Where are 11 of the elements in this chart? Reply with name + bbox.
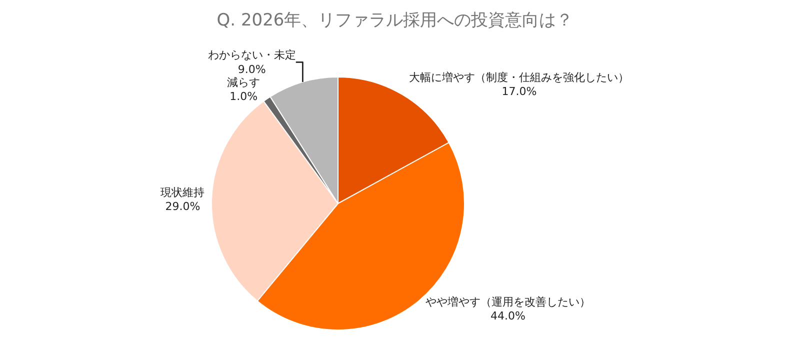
data-label: 1.0% (230, 90, 258, 104)
slice-label: わからない・未定 (208, 48, 296, 62)
data-label: 29.0% (165, 200, 200, 214)
chart-title: Q. 2026年、リファラル採用への投資意向は？ (216, 10, 574, 31)
data-label: 9.0% (238, 62, 266, 76)
slice-label: 大幅に増やす（制度・仕組みを強化したい） (409, 70, 630, 84)
slice-label: 減らす (227, 76, 260, 89)
slice-label: 現状維持 (160, 186, 205, 199)
data-label: 17.0% (502, 85, 537, 98)
data-label: 44.0% (490, 310, 526, 323)
slice-label: やや増やす（運用を改善したい） (425, 295, 590, 308)
